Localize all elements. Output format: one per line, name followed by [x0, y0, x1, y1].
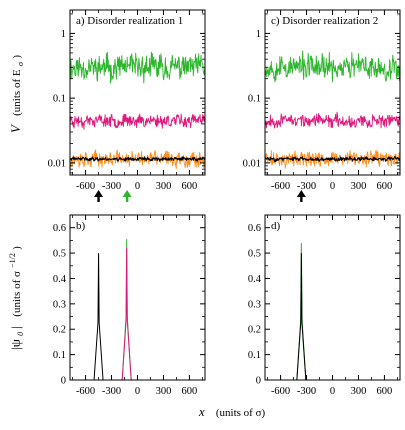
plot-frame-b — [69, 214, 206, 381]
x-tick-label-b-4: 600 — [182, 386, 198, 397]
x-tick-label-d-1: -300 — [297, 386, 316, 397]
panel-a: 0.01 0.1 1 -600 -300 0 300 600 a) Disorder reali… — [48, 9, 206, 202]
y-tick-label-b-2: 0.2 — [53, 325, 66, 336]
x-tick-label-d-3: 300 — [351, 386, 367, 397]
y-top-units: (units of E — [11, 69, 23, 116]
x-tick-label-b-2: 0 — [135, 386, 140, 397]
y-tick-label-a-1: 0.1 — [53, 94, 66, 105]
x-tick-label-c-3: 300 — [351, 181, 367, 192]
plot-area-d — [265, 242, 400, 381]
peak-d-0 — [265, 242, 400, 381]
plot-frame-d — [264, 214, 401, 381]
x-tick-label-c-1: -300 — [297, 181, 316, 192]
y-tick-label-b-4: 0.4 — [53, 274, 67, 285]
y-tick-label-b-1: 0.1 — [53, 350, 66, 361]
y-tick-label-a-0: 0.01 — [48, 158, 66, 169]
plot-frame-a — [69, 9, 206, 176]
y-bottom-exponent: −1/2 — [8, 253, 17, 268]
y-tick-label-d-2: 0.2 — [248, 325, 261, 336]
x-tick-label-b-1: -300 — [102, 386, 121, 397]
y-bottom-symbol: |ψ — [8, 339, 23, 350]
panel-label-a: a) Disorder realization 1 — [76, 15, 183, 27]
panel-label-d: d) — [271, 220, 281, 232]
panel-d: 0 0.1 0.2 0.3 0.4 0.5 0.6 -600 -300 0 300 600 d) — [248, 214, 401, 397]
x-tick-label-c-2: 0 — [330, 181, 335, 192]
x-tick-label-b-0: -600 — [76, 386, 95, 397]
x-tick-label-d-4: 600 — [377, 386, 393, 397]
x-tick-label-a-3: 300 — [156, 181, 172, 192]
plot-frame-c — [264, 9, 401, 176]
y-tick-label-d-5: 0.5 — [248, 249, 261, 260]
y-tick-label-d-6: 0.6 — [248, 223, 261, 234]
y-top-subscript: σ — [16, 61, 25, 66]
series-a-3 — [69, 156, 206, 162]
y-tick-label-b-0: 0 — [61, 376, 66, 387]
panel-label-c: c) Disorder realization 2 — [271, 15, 378, 27]
x-tick-label-d-2: 0 — [330, 386, 335, 397]
y-bottom-bar: | — [8, 326, 23, 329]
x-tick-label-d-0: -600 — [271, 386, 290, 397]
y-axis-label-top: V (units of E σ ) — [8, 55, 26, 133]
y-bottom-subscript: 0 — [16, 332, 25, 336]
plot-area-b — [70, 239, 205, 381]
x-tick-label-a-1: -300 — [102, 181, 121, 192]
y-bottom-close: ) — [11, 246, 23, 250]
y-tick-label-d-4: 0.4 — [248, 274, 262, 285]
y-tick-label-c-0: 0.01 — [243, 158, 261, 169]
plot-area-a — [69, 51, 206, 170]
panel-c: 0.01 0.1 1 -600 -300 0 300 600 c) Disorder reali… — [243, 9, 401, 202]
x-symbol: x — [198, 404, 205, 419]
y-tick-label-d-0: 0 — [256, 376, 261, 387]
y-tick-label-c-2: 1 — [256, 29, 261, 40]
peak-d-1 — [265, 253, 400, 381]
series-a-0 — [69, 51, 206, 84]
arrow-head-a-0 — [94, 190, 104, 197]
y-tick-label-c-1: 0.1 — [248, 94, 261, 105]
y-tick-label-d-1: 0.1 — [248, 350, 261, 361]
y-axis-label-bottom: |ψ 0 | (units of σ −1/2 ) — [3, 246, 26, 350]
x-tick-label-a-4: 600 — [182, 181, 198, 192]
panel-label-b: b) — [76, 220, 86, 232]
x-tick-label-b-3: 300 — [156, 386, 172, 397]
y-tick-label-d-3: 0.3 — [248, 299, 261, 310]
peak-b-1 — [70, 239, 205, 381]
y-tick-label-b-5: 0.5 — [53, 249, 66, 260]
x-tick-label-c-0: -600 — [271, 181, 290, 192]
series-a-1 — [69, 113, 206, 130]
x-units: (units of σ) — [216, 407, 266, 419]
plot-area-c — [264, 50, 401, 169]
x-axis-label: x (units of σ) — [198, 404, 266, 419]
x-tick-label-a-2: 0 — [135, 181, 140, 192]
x-tick-label-a-0: -600 — [76, 181, 95, 192]
series-c-1 — [264, 111, 401, 129]
arrow-head-c-0 — [296, 190, 306, 197]
y-tick-label-a-2: 1 — [61, 29, 66, 40]
y-tick-label-b-6: 0.6 — [53, 223, 66, 234]
arrow-head-a-1 — [122, 190, 132, 197]
peak-b-2 — [70, 247, 205, 381]
series-c-0 — [264, 50, 401, 83]
panel-b: 0 0.1 0.2 0.3 0.4 0.5 0.6 -600 -300 0 300 600 b) — [53, 214, 206, 397]
y-bottom-units: (units of σ — [11, 271, 23, 317]
series-c-3 — [264, 155, 401, 163]
peak-b-0 — [70, 253, 205, 381]
y-top-symbol: V — [8, 123, 23, 133]
y-tick-label-b-3: 0.3 — [53, 299, 66, 310]
y-top-close: ) — [11, 55, 23, 59]
x-tick-label-c-4: 600 — [377, 181, 393, 192]
